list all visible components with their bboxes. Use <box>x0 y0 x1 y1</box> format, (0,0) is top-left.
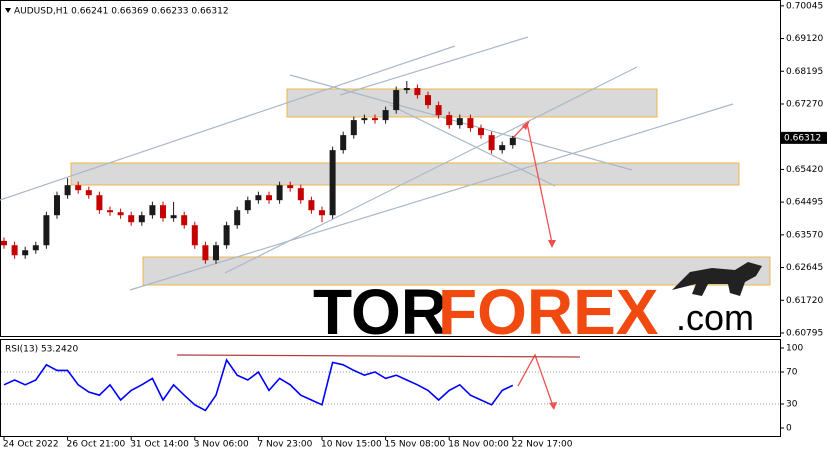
candle-body <box>170 215 177 219</box>
candle-body <box>244 200 251 211</box>
y-tick-label: 0.63570 <box>786 230 823 240</box>
y-tick-label: 0.68195 <box>786 67 823 77</box>
candle-body <box>213 245 219 261</box>
candle-body <box>266 195 272 201</box>
y-tick-label: 0 <box>786 424 792 434</box>
candle-body <box>319 210 325 216</box>
candle-body <box>149 205 156 216</box>
x-tick-label: 22 Nov 17:00 <box>512 440 573 450</box>
x-tick-label: 3 Nov 06:00 <box>194 440 249 450</box>
y-tick-label: 0.64495 <box>786 198 823 208</box>
rsi-frame <box>0 339 781 437</box>
y-tick-label: 30 <box>786 400 798 410</box>
dropdown-icon <box>5 8 11 13</box>
y-tick-label: 0.67270 <box>786 99 823 109</box>
bull-icon <box>672 262 762 296</box>
arrow-head <box>522 120 530 130</box>
candle-body <box>287 185 294 189</box>
y-tick-label: 0.65420 <box>786 165 823 175</box>
price-label-bg <box>781 131 827 144</box>
x-tick-label: 18 Nov 00:00 <box>448 440 509 450</box>
candle-body <box>107 210 113 213</box>
trend-lines <box>0 36 734 291</box>
candle-body <box>128 215 135 223</box>
y-tick-label: 100 <box>786 344 803 354</box>
candle-body <box>382 110 389 121</box>
candle-body <box>372 118 378 121</box>
candle-body <box>64 185 71 196</box>
rsi-resistance <box>176 354 581 358</box>
watermark-right: FOREX <box>438 276 659 348</box>
rsi-title: RSI(13) 53.2420 <box>5 345 78 355</box>
candle-body <box>223 225 230 246</box>
y-tick-label: 0.69120 <box>786 34 823 44</box>
current-price: 0.66312 <box>784 133 821 143</box>
candle-body <box>435 105 442 116</box>
channel-line <box>389 104 556 187</box>
candle-body <box>117 212 124 216</box>
candle-body <box>425 95 431 106</box>
channel-line <box>339 36 529 96</box>
candle-body <box>478 128 484 136</box>
candle-body <box>54 195 60 216</box>
candle-body <box>488 135 495 151</box>
resistance-zone <box>286 88 658 118</box>
x-tick-label: 31 Oct 14:00 <box>130 440 189 450</box>
candle-body <box>456 118 463 126</box>
candle-body <box>467 118 474 129</box>
candle-body <box>329 150 336 216</box>
candle-body <box>446 115 453 126</box>
candle-body <box>393 90 400 111</box>
rsi-arrow <box>517 353 554 407</box>
support-zone <box>70 162 740 186</box>
candle-body <box>297 188 304 201</box>
candle-body <box>22 250 29 256</box>
candle-body <box>276 185 283 201</box>
channel-line <box>0 45 456 201</box>
candle-body <box>181 215 188 226</box>
y-tick-label: 0.60795 <box>786 328 823 338</box>
candle-body <box>191 225 198 246</box>
y-tick-label: 0.61720 <box>786 296 823 306</box>
candle-body <box>308 200 315 211</box>
x-tick-label: 7 Nov 23:00 <box>257 440 312 450</box>
watermark-left: TOR <box>313 276 447 348</box>
candle-body <box>234 210 241 226</box>
candle-body <box>255 195 262 201</box>
y-tick-label: 70 <box>786 368 798 378</box>
x-tick-label: 10 Nov 15:00 <box>321 440 382 450</box>
candle-body <box>75 185 82 191</box>
x-tick-label: 24 Oct 2022 <box>3 440 59 450</box>
price-frame <box>0 0 781 337</box>
candle-body <box>340 135 347 151</box>
candle-body <box>11 245 18 256</box>
candle-body <box>138 215 145 223</box>
candle-body <box>202 245 209 261</box>
candle-body <box>1 240 7 246</box>
y-tick-label: 0.62645 <box>786 263 823 273</box>
arrow-head <box>548 240 556 248</box>
y-tick-label: 0.70045 <box>786 1 823 11</box>
candle-body <box>32 245 39 251</box>
candle-body <box>414 88 421 96</box>
candle-body <box>96 195 103 211</box>
watermark-suffix: .com <box>676 297 754 338</box>
candle-body <box>403 88 410 91</box>
candle-body <box>160 205 166 219</box>
candle-body <box>43 215 50 246</box>
candle-body <box>499 145 506 151</box>
candle-body <box>361 118 368 121</box>
candle-body <box>85 190 92 196</box>
candle-body <box>350 120 357 136</box>
x-tick-label: 26 Oct 21:00 <box>67 440 126 450</box>
channel-line <box>129 103 734 291</box>
chart-title: AUDUSD,H1 0.66241 0.66369 0.66233 0.6631… <box>14 7 229 17</box>
rsi-line <box>3 358 514 412</box>
candle-body <box>509 137 516 146</box>
channel-line <box>224 66 638 274</box>
x-tick-label: 15 Nov 08:00 <box>385 440 446 450</box>
